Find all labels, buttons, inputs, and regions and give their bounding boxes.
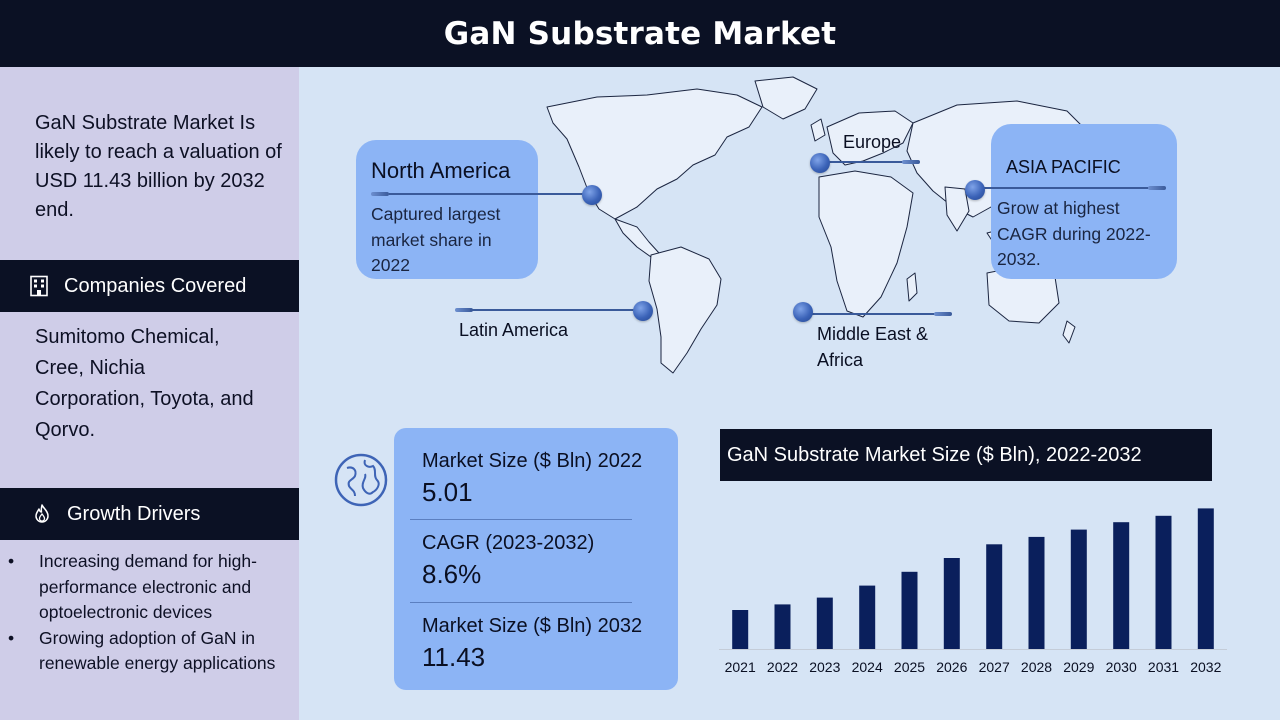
x-tick-label: 2029 [1063,659,1094,675]
x-tick-label: 2022 [767,659,798,675]
asia-pacific-leader [982,187,1152,189]
x-tick-label: 2032 [1190,659,1221,675]
map-central-america [614,218,660,258]
mea-label-line1: Middle East & [817,324,929,344]
building-icon [30,275,48,297]
europe-leader [828,161,908,163]
map-africa [818,170,914,318]
title-bar: GaN Substrate Market [0,0,1280,67]
stats-panel: Market Size ($ Bln) 2022 5.01 CAGR (2023… [394,428,678,690]
stat-label: Market Size ($ Bln) 2032 [422,615,643,637]
stat-value: 8.6% [422,559,482,589]
drivers-list: Increasing demand for high-performance e… [6,549,291,677]
chart-bar-2029 [1070,529,1087,649]
x-tick-label: 2023 [809,659,840,675]
stat-divider [410,602,632,603]
north-america-callout [356,140,538,279]
stat-market-size-2022: Market Size ($ Bln) 2022 5.01 [422,450,642,508]
sidebar: GaN Substrate Market Is likely to reach … [0,67,299,720]
map-madagascar [906,272,918,302]
chart-bar-2026 [943,558,960,649]
x-tick-label: 2025 [894,659,925,675]
drivers-heading: Growth Drivers [67,502,201,525]
chart-bar-2024 [859,585,876,649]
mea-leader-cap [934,312,952,316]
page-title: GaN Substrate Market [443,15,837,52]
map-south-america [648,246,722,374]
companies-list: Sumitomo Chemical, Cree, Nichia Corporat… [35,326,254,441]
map-india [944,186,970,232]
x-tick-label: 2024 [852,659,883,675]
bar-chart: 2021 2022 2023 2024 2025 2026 2027 2028 2029 2030… [719,508,1227,675]
chart-title: GaN Substrate Market Size ($ Bln), 2022-… [720,429,1212,481]
asia-pacific-label: ASIA PACIFIC [1006,157,1121,177]
chart-bar-2031 [1155,515,1172,649]
stat-divider [410,519,632,520]
market-summary: GaN Substrate Market Is likely to reach … [35,112,282,221]
x-tick-label: 2028 [1021,659,1052,675]
europe-leader-cap [902,160,920,164]
x-tick-label: 2027 [979,659,1010,675]
globe-icon [334,453,388,507]
drivers-header: Growth Drivers [0,488,299,540]
map-north-america [546,88,763,220]
asia-pacific-marker [965,180,985,200]
north-america-marker [582,185,602,205]
map-greenland [754,76,818,120]
list-item: Increasing demand for high-performance e… [6,549,291,626]
europe-label: Europe [843,132,902,152]
stat-value: 11.43 [422,642,486,672]
map-uk [810,118,826,142]
x-tick-label: 2030 [1106,659,1137,675]
chart-bar-2030 [1113,522,1130,649]
chart-bar-2021 [732,610,749,649]
chart-bar-2025 [901,571,918,649]
stat-market-size-2032: Market Size ($ Bln) 2032 11.43 [422,615,642,673]
x-tick-label: 2031 [1148,659,1179,675]
mea-leader [810,313,940,315]
chart-bar-2032 [1197,508,1214,649]
chart-bar-2027 [986,544,1003,649]
latin-america-label: Latin America [459,320,569,340]
latin-america-marker [633,301,653,321]
stat-value: 5.01 [422,477,473,507]
europe-marker [810,153,830,173]
chart-bar-2022 [774,604,791,649]
north-america-leader [389,193,589,195]
north-america-desc: Captured largest market share in 2022 [371,204,501,275]
x-tick-label: 2021 [725,659,756,675]
companies-header: Companies Covered [0,260,299,312]
x-tick-label: 2026 [936,659,967,675]
asia-pacific-callout [991,124,1177,279]
mea-label-line2: Africa [817,350,864,370]
asia-pacific-leader-cap [1148,186,1166,190]
asia-pacific-desc: Grow at highest CAGR during 2022-2032. [997,198,1151,269]
stat-label: Market Size ($ Bln) 2022 [422,450,643,472]
stat-label: CAGR (2023-2032) [422,532,595,554]
map-europe [826,110,914,166]
chart-bar-2023 [816,597,833,649]
latin-america-leader [470,309,640,311]
stat-cagr: CAGR (2023-2032) 8.6% [422,532,594,590]
map-new-zealand [1062,320,1076,344]
list-item: Growing adoption of GaN in renewable ene… [6,626,291,677]
mea-marker [793,302,813,322]
flame-icon [35,504,49,523]
companies-heading: Companies Covered [64,274,247,297]
latin-america-leader-cap [455,308,473,312]
chart-bar-2028 [1028,536,1045,649]
north-america-leader-cap [371,192,389,196]
north-america-label: North America [371,158,511,183]
